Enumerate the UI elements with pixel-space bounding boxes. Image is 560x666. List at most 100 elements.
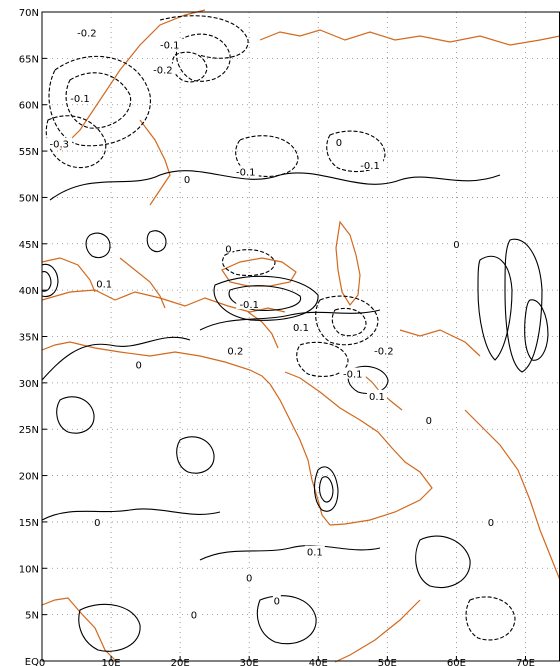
coastline-black-sea (221, 257, 297, 287)
axis-ticks: 0 10E 20E 30E 40E 50E 60E 70E EQ 5N 10N 15N 20N 25N 30… (19, 8, 535, 666)
contour-zero-north (49, 170, 501, 201)
contour-label: -0.2 (374, 346, 394, 357)
x-tick-label: 10E (102, 658, 121, 666)
contour-pos-centre-2 (213, 275, 319, 321)
contour-label-backdrop (366, 389, 387, 401)
contour-label-backdrop (357, 158, 384, 170)
contour-label-backdrop (189, 608, 198, 620)
contour-label: -0.1 (236, 167, 256, 178)
x-tick-label: 50E (378, 658, 397, 666)
contour-label: 0 (136, 360, 142, 371)
contour-lines (41, 15, 549, 652)
contour-label: -0.1 (160, 40, 180, 51)
contour-label: 0 (184, 175, 190, 186)
contour-west-small-2 (41, 271, 52, 292)
contour-zero-centre (199, 309, 381, 331)
contour-south-2 (199, 545, 381, 561)
x-tick-label: 70E (516, 658, 535, 666)
contour-label: 0.1 (369, 392, 385, 403)
contour-label: 0 (488, 518, 494, 529)
contour-label-backdrop (304, 545, 325, 557)
contour-neg-centre (221, 249, 276, 277)
y-tick-label: 10N (19, 564, 39, 575)
contour-label-backdrop (232, 165, 259, 177)
contour-label-backdrop (66, 92, 93, 104)
coastline-east-africa (334, 599, 421, 663)
contour-label-backdrop (73, 26, 100, 38)
contour-label-backdrop (156, 38, 183, 50)
contour-label-backdrop (94, 277, 115, 289)
coastlines (41, 9, 560, 663)
contour-label-backdrop (424, 413, 433, 425)
contour-label-backdrop (291, 321, 311, 333)
coastline-red-sea (269, 383, 331, 526)
x-tick-label: 40E (309, 658, 328, 666)
contour-label-backdrop (339, 367, 366, 379)
contour-south-3 (415, 535, 471, 588)
x-tick-label: 60E (447, 658, 466, 666)
y-tick-label: 20N (19, 472, 39, 483)
x-tick-label: 20E (171, 658, 190, 666)
coastline-mediterranean-north (41, 289, 286, 313)
contour-neg-iran (315, 295, 379, 346)
contour-label: -0.2 (153, 65, 173, 76)
x-tick-label: 30E (240, 658, 259, 666)
contour-labels: -0.2 -0.1 -0.2 -0.1 -0.3 -0.1 -0.1 0.1 -0.1 0.1 0.… (46, 26, 495, 622)
y-tick-label: 15N (19, 518, 39, 529)
contour-neg-iran-3 (296, 341, 349, 378)
contour-label-backdrop (486, 515, 495, 527)
y-tick-label: 70N (19, 8, 39, 19)
y-tick-label: 40N (19, 286, 39, 297)
coastline-north-russia (259, 29, 560, 46)
contour-label: 0 (191, 611, 197, 622)
y-tick-label: 30N (19, 379, 39, 390)
contour-circle-4 (176, 436, 215, 474)
contour-label-backdrop (93, 515, 102, 527)
contour-south-1 (41, 508, 221, 521)
coastline-anatolia (247, 311, 279, 349)
contour-circle-2 (146, 230, 167, 253)
contour-label: 0 (453, 240, 459, 251)
contour-zero-west (41, 336, 191, 381)
contour-circle-3 (56, 396, 95, 434)
contour-south-5 (256, 595, 317, 645)
contour-label: -0.1 (70, 94, 90, 105)
contour-label: 0.2 (227, 346, 243, 357)
contour-label-backdrop (134, 358, 143, 370)
contour-label: 0 (246, 574, 252, 585)
y-tick-label: 50N (19, 193, 39, 204)
contour-circle-5 (313, 466, 339, 512)
y-tick-label: 35N (19, 333, 39, 344)
contour-east-1 (477, 255, 513, 361)
contour-label-backdrop (149, 63, 176, 75)
contour-label-backdrop (224, 242, 233, 254)
contour-label: -0.1 (239, 300, 259, 311)
contour-label-backdrop (245, 571, 254, 583)
coastline-arabia (284, 371, 433, 526)
contour-label: 0 (94, 518, 100, 529)
x-tick-label: 0 (39, 658, 45, 666)
y-tick-label: 55N (19, 147, 39, 158)
contour-circle-1 (85, 232, 111, 259)
coastline-caspian (335, 220, 361, 307)
coastline-italy (119, 257, 166, 309)
contour-east-3 (524, 299, 549, 361)
contour-east-2 (504, 238, 543, 373)
y-tick-label: EQ (25, 657, 39, 666)
contour-label-backdrop (334, 135, 343, 147)
y-tick-label: 60N (19, 101, 39, 112)
contour-label: 0.1 (96, 280, 112, 291)
contour-label: 0.1 (307, 548, 323, 559)
contour-label: 0 (274, 597, 280, 608)
contour-label: -0.1 (343, 370, 363, 381)
contour-label-backdrop (452, 237, 461, 249)
contour-pos-centre (228, 285, 302, 311)
contour-neg-east (326, 130, 386, 172)
contour-label-backdrop (236, 298, 263, 310)
contour-label: 0 (225, 244, 231, 255)
contour-west-small (41, 263, 59, 298)
contour-south-4 (78, 603, 141, 652)
contour-circle-6 (319, 476, 334, 503)
contour-neg-nw-2 (48, 55, 151, 147)
contour-label-backdrop (183, 172, 192, 184)
